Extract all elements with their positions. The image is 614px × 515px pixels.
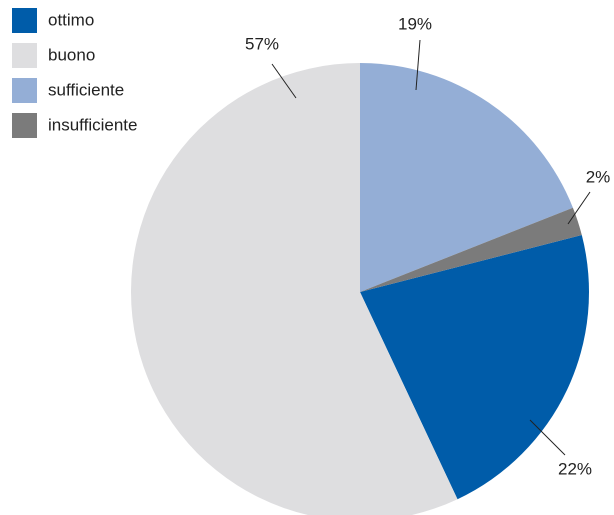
leader-line [271, 63, 297, 99]
pie-slice [360, 235, 589, 500]
legend-swatch [12, 113, 37, 138]
legend-label: ottimo [48, 10, 94, 29]
legend-swatch [12, 8, 37, 33]
data-label: 19% [398, 14, 432, 33]
data-label: 57% [245, 34, 279, 53]
legend-label: insufficiente [48, 115, 137, 134]
data-label: 2% [586, 167, 611, 186]
leader-line [415, 39, 421, 91]
legend-label: buono [48, 45, 95, 64]
legend-label: sufficiente [48, 80, 124, 99]
data-label: 22% [558, 459, 592, 478]
pie-slice [360, 63, 573, 292]
legend-swatch [12, 78, 37, 103]
legend-swatch [12, 43, 37, 68]
leader-line [529, 419, 566, 456]
pie-slice [360, 207, 582, 292]
leader-line [567, 191, 591, 225]
pie-slice [130, 63, 458, 515]
